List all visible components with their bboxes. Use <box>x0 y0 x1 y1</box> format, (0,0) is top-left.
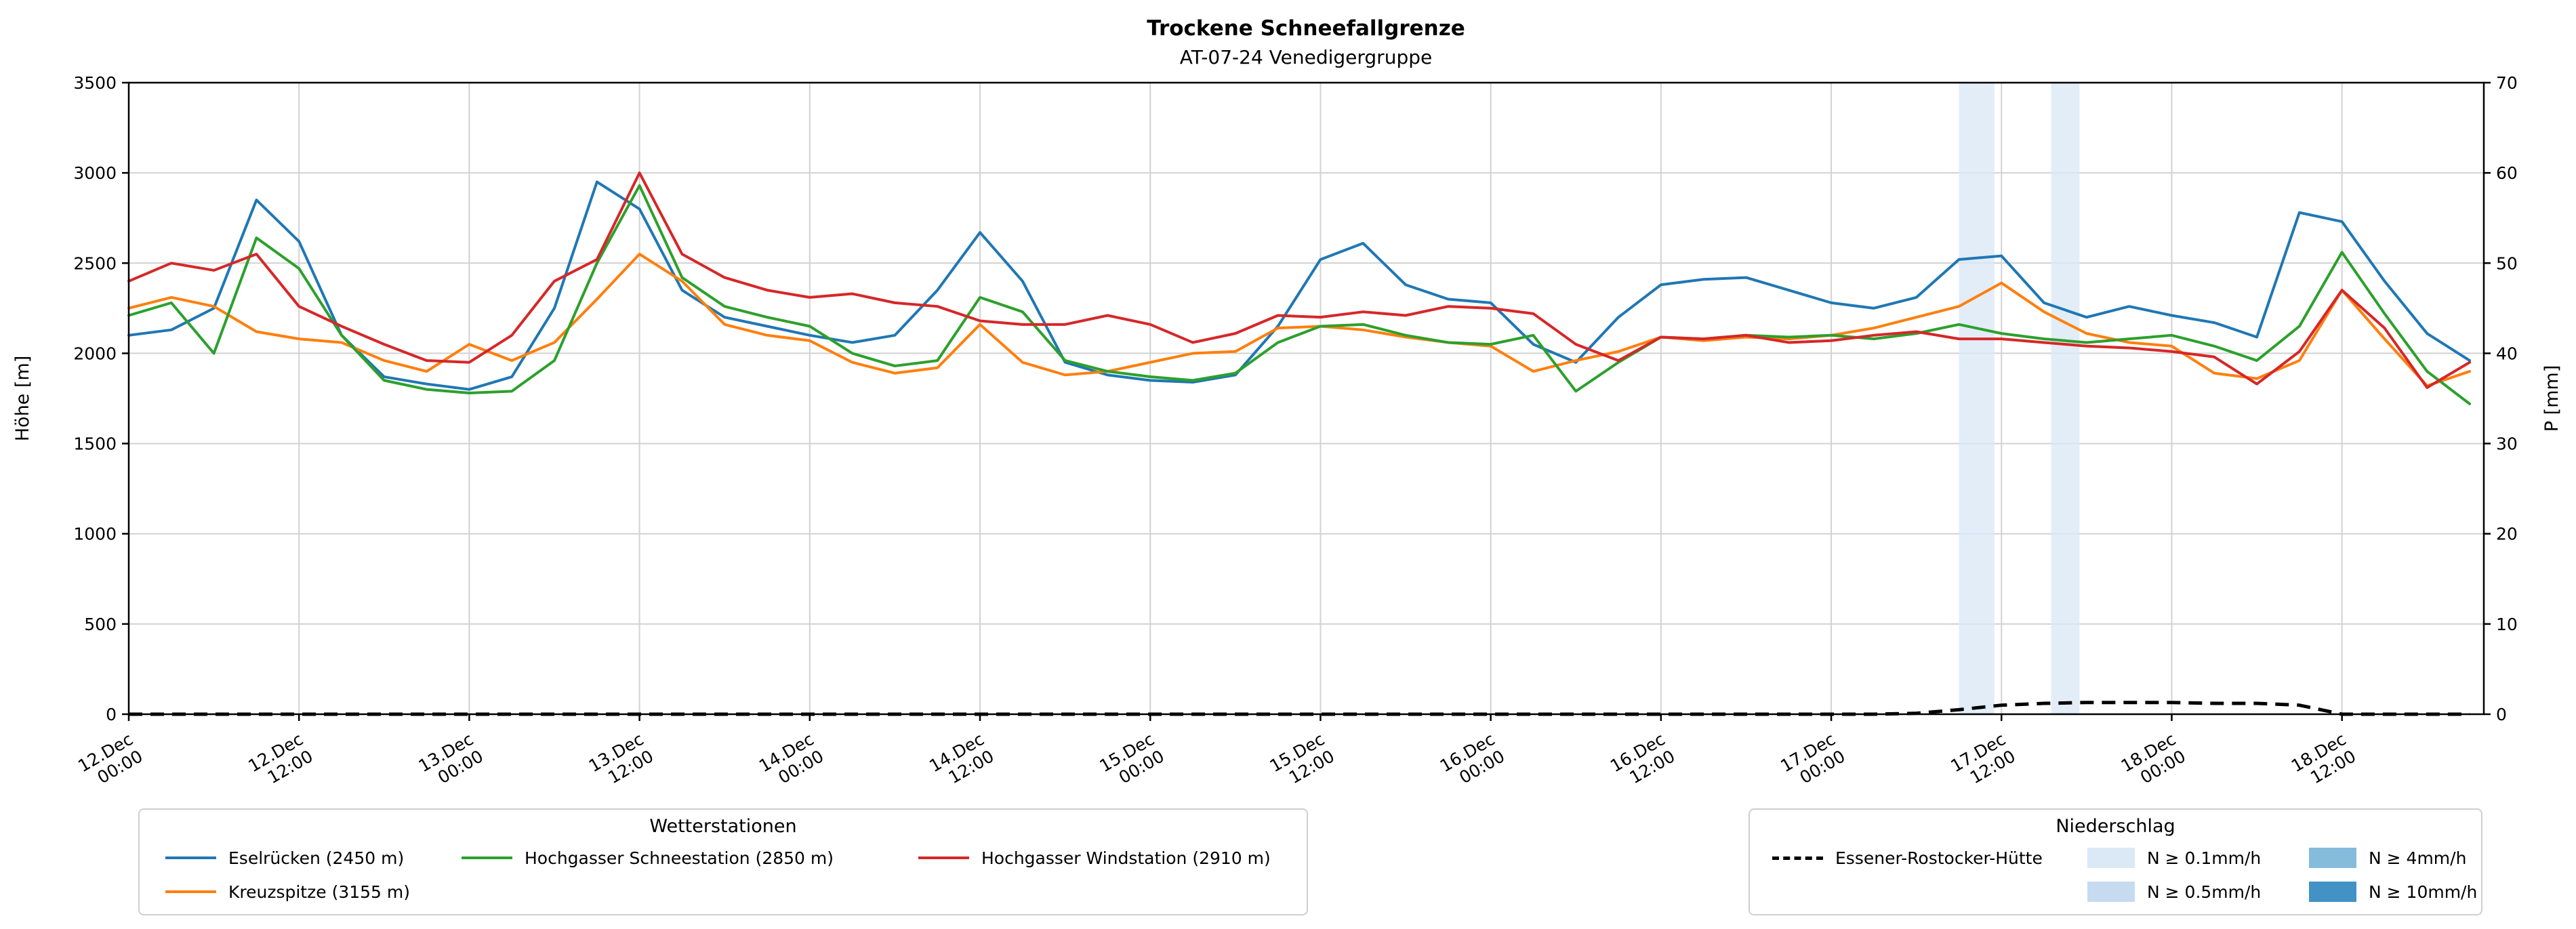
x-tick-label: 14.Dec00:00 <box>756 729 827 793</box>
y-left-tick-label: 1000 <box>73 524 117 544</box>
x-tick-label: 18.Dec12:00 <box>2288 729 2359 793</box>
series-layer <box>127 171 2472 716</box>
legend-label-essener-rostocker-huette: Essener-Rostocker-Hütte <box>1835 848 2043 868</box>
legend-precip-title: Niederschlag <box>2056 816 2175 837</box>
y-left-tick-label: 3000 <box>73 163 117 183</box>
patch-swatch-n-4 <box>2309 848 2356 868</box>
x-tick-label: 12.Dec12:00 <box>245 729 316 793</box>
legend-item-kreuzspitze: Kreuzspitze (3155 m) <box>165 875 462 909</box>
legend-stations-title: Wetterstationen <box>649 816 797 837</box>
x-tick-label: 14.Dec12:00 <box>926 729 997 793</box>
y-right-tick-label: 30 <box>2496 434 2518 454</box>
legend-item-eselruecken: Eselrücken (2450 m) <box>165 841 462 875</box>
x-tick-label: 13.Dec12:00 <box>586 729 657 793</box>
legend-label-kreuzspitze: Kreuzspitze (3155 m) <box>228 882 410 902</box>
legend-item-n-0-5: N ≥ 0.5mm/h <box>2087 875 2309 909</box>
legend-item-schneestation: Hochgasser Schneestation (2850 m) <box>462 841 918 875</box>
x-tick-label: 16.Dec12:00 <box>1607 729 1678 793</box>
y-left-tick-label: 2500 <box>73 253 117 273</box>
y-right-tick-label: 10 <box>2496 615 2518 634</box>
legend-item-n-4: N ≥ 4mm/h <box>2309 841 2477 875</box>
y-left-tick-label: 1500 <box>73 434 117 454</box>
snowfall-line-chart: Trockene Schneefallgrenze AT-07-24 Vened… <box>12 16 2562 793</box>
axes-layer: 0 500 1000 1500 2000 2500 3000 3500 0 10 20 30 40 50 6… <box>73 73 2518 793</box>
y-left-tick-label: 0 <box>106 705 117 724</box>
line-swatch-schneestation <box>462 856 512 859</box>
legend-label-n-10: N ≥ 10mm/h <box>2369 882 2478 902</box>
legend-precip-items: Essener-Rostocker-Hütte N ≥ 0.1mm/h N ≥ 0.… <box>1750 838 2481 913</box>
series-line-essener-rostocker-huette <box>129 701 2470 716</box>
grid-layer <box>128 82 2484 715</box>
x-tick-label: 12.Dec00:00 <box>75 729 146 793</box>
y-right-tick-label: 40 <box>2496 344 2518 363</box>
plot-area: 0 500 1000 1500 2000 2500 3000 3500 0 10 20 30 40 50 6… <box>73 73 2518 793</box>
line-swatch-eselruecken <box>165 856 216 859</box>
legend-column: Eselrücken (2450 m) Kreuzspitze (3155 m) <box>165 841 462 909</box>
series-line-windstation <box>127 171 2472 390</box>
legend-column: N ≥ 4mm/h N ≥ 10mm/h <box>2309 841 2477 909</box>
legend-column: N ≥ 0.1mm/h N ≥ 0.5mm/h <box>2087 841 2309 909</box>
legend-item-essener-rostocker-huette: Essener-Rostocker-Hütte <box>1772 841 2087 875</box>
x-tick-label: 18.Dec00:00 <box>2118 729 2189 793</box>
series-line-kreuzspitze <box>127 252 2472 388</box>
patch-swatch-n-0-5 <box>2087 882 2135 902</box>
line-swatch-windstation <box>918 856 969 859</box>
y-axis-left-label: Höhe [m] <box>12 356 33 442</box>
legend-column: Essener-Rostocker-Hütte <box>1772 841 2087 909</box>
y-left-tick-label: 500 <box>84 615 117 634</box>
legend-niederschlag: Niederschlag Essener-Rostocker-Hütte N ≥ … <box>1749 808 2482 915</box>
legend-item-windstation: Hochgasser Windstation (2910 m) <box>918 841 1293 875</box>
y-axis-right-label: P [mm] <box>2541 365 2562 432</box>
series-line-schneestation <box>127 184 2472 405</box>
y-right-tick-label: 0 <box>2496 705 2507 724</box>
x-tick-label: 15.Dec00:00 <box>1096 729 1167 793</box>
precip-band-layer <box>1959 83 2080 714</box>
y-right-tick-label: 20 <box>2496 524 2518 544</box>
x-tick-label: 16.Dec00:00 <box>1437 729 1508 793</box>
patch-swatch-n-0-1 <box>2087 848 2135 868</box>
x-tick-label: 15.Dec12:00 <box>1267 729 1338 793</box>
legend-label-n-0-1: N ≥ 0.1mm/h <box>2147 848 2262 868</box>
patch-swatch-n-10 <box>2309 882 2356 902</box>
y-right-tick-label: 60 <box>2496 163 2518 183</box>
y-right-tick-label: 50 <box>2496 253 2518 273</box>
y-right-tick-label: 70 <box>2496 73 2518 93</box>
legend-stations-items: Eselrücken (2450 m) Kreuzspitze (3155 m) H… <box>140 838 1307 913</box>
series-line-eselruecken <box>127 180 2472 391</box>
x-tick-label: 17.Dec00:00 <box>1777 729 1848 793</box>
legend-label-n-0-5: N ≥ 0.5mm/h <box>2147 882 2262 902</box>
x-tick-label: 17.Dec12:00 <box>1947 729 2018 793</box>
x-tick-label: 13.Dec00:00 <box>415 729 487 793</box>
plot-border <box>127 81 2485 716</box>
legend-column: Hochgasser Schneestation (2850 m) <box>462 841 918 909</box>
legend-label-eselruecken: Eselrücken (2450 m) <box>228 848 405 868</box>
legend-label-n-4: N ≥ 4mm/h <box>2369 848 2467 868</box>
y-left-tick-label: 3500 <box>73 73 117 93</box>
legend-label-schneestation: Hochgasser Schneestation (2850 m) <box>525 848 834 868</box>
line-swatch-kreuzspitze <box>165 890 216 893</box>
chart-title: Trockene Schneefallgrenze <box>1147 16 1465 41</box>
precip-band <box>2051 83 2080 714</box>
legend-column: Hochgasser Windstation (2910 m) <box>918 841 1293 909</box>
y-left-tick-label: 2000 <box>73 344 117 363</box>
dashed-line-swatch-essener-rostocker-huette <box>1772 856 1823 860</box>
precip-band <box>1959 83 1995 714</box>
legend-label-windstation: Hochgasser Windstation (2910 m) <box>981 848 1271 868</box>
chart-subtitle: AT-07-24 Venedigergruppe <box>1180 46 1432 68</box>
legend-wetterstationen: Wetterstationen Eselrücken (2450 m) Kreuz… <box>138 808 1308 915</box>
legend-item-n-10: N ≥ 10mm/h <box>2309 875 2477 909</box>
legend-item-n-0-1: N ≥ 0.1mm/h <box>2087 841 2309 875</box>
